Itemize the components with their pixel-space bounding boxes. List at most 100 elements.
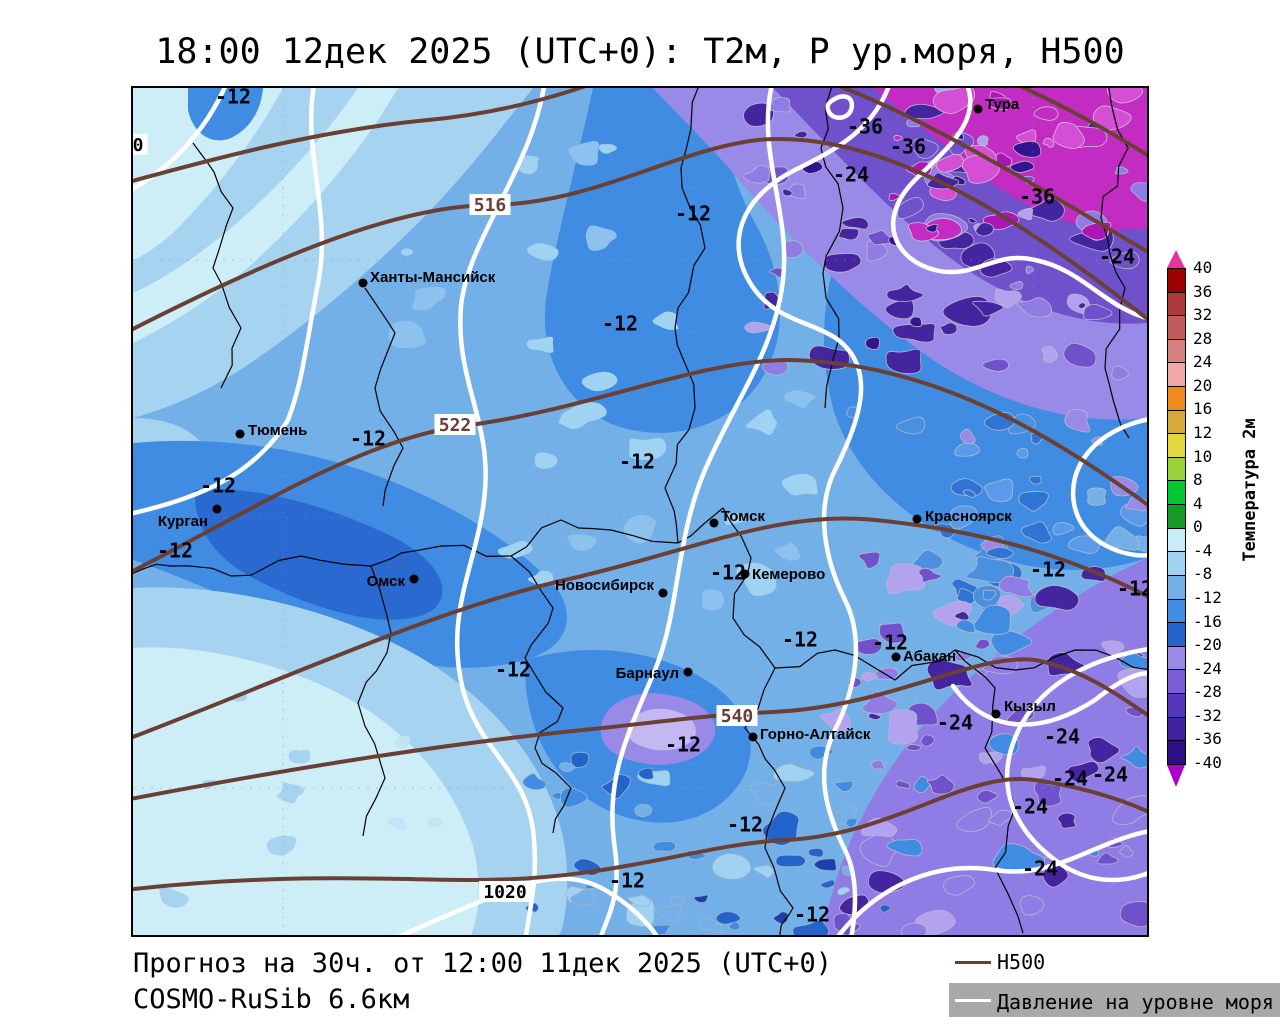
- contour-value-labels: 516 522 540 1020 0: [133, 134, 758, 903]
- city-dot: [891, 652, 901, 662]
- city-dot: [683, 667, 693, 677]
- colorbar-tick-label: 0: [1193, 517, 1203, 537]
- colorbar-tick-label: -32: [1193, 705, 1222, 725]
- colorbar-tick-label: 36: [1193, 281, 1213, 301]
- temp-contour-label: -24: [1012, 795, 1048, 819]
- city-label: Новосибирск: [555, 577, 655, 594]
- h500-legend-label: H500: [997, 950, 1046, 974]
- temp-contour-label: -12: [495, 658, 531, 682]
- colorbar-tick-label: -36: [1193, 729, 1222, 749]
- temp-contour-label: -24: [1044, 725, 1080, 749]
- city-label: Кемерово: [752, 566, 825, 583]
- pressure-contour-label: 1020: [483, 882, 526, 903]
- colorbar-tick-label: -12: [1193, 588, 1222, 607]
- city-label: Кызыл: [1004, 698, 1056, 715]
- city-dot: [912, 514, 922, 524]
- colorbar-tick-label: 32: [1193, 305, 1213, 325]
- city-dot: [212, 504, 222, 514]
- h500-contour-label: 516: [474, 195, 507, 216]
- colorbar-block: [1168, 575, 1185, 600]
- colorbar-block: [1168, 292, 1185, 317]
- colorbar-block: [1168, 528, 1185, 553]
- temp-contour-label: -12: [609, 869, 645, 893]
- colorbar-tick-label: 28: [1193, 328, 1213, 348]
- temp-contour-label: -36: [1019, 185, 1055, 209]
- temp-contour-label: -12: [1030, 558, 1066, 582]
- colorbar-block: [1168, 481, 1185, 506]
- colorbar-bottom-arrow-icon: [1167, 765, 1185, 787]
- colorbar-block: [1168, 316, 1185, 340]
- colorbar-tick-label: 40: [1193, 258, 1213, 277]
- pressure-contour-label: 0: [133, 135, 143, 156]
- colorbar-tick-label: 24: [1193, 352, 1213, 372]
- colorbar-title: Температура 2м: [1240, 418, 1260, 562]
- colorbar-tick-label: -16: [1193, 611, 1222, 631]
- temp-contour-label: -12: [675, 202, 711, 226]
- temperature-colorbar: 40 36 32 28 24 20 16 12 10 8 4 0 -4 -8 -12 -16 -20 -24 -28…: [1167, 250, 1237, 810]
- page-title: 18:00 12дек 2025 (UTC+0): Т2м, P ур.моря…: [155, 32, 1125, 72]
- pressure-legend-label: Давление на уровне моря: [997, 990, 1274, 1014]
- h500-contour-label: 522: [439, 415, 472, 436]
- colorbar-tick-label: -8: [1193, 564, 1213, 584]
- temp-contour-label: -24: [1092, 763, 1128, 787]
- colorbar-top-arrow-icon: [1167, 250, 1185, 268]
- city-label: Томск: [721, 508, 765, 525]
- temperature-labels: -12 -12 -36 -36 -24 -36 -24 -12 -12 -12 -12 -12 -12 -…: [157, 88, 1147, 927]
- colorbar-blocks: [1167, 268, 1186, 765]
- city-label: Ханты-Мансийск: [370, 269, 496, 286]
- colorbar-tick-label: -24: [1193, 658, 1222, 678]
- colorbar-tick-label: -20: [1193, 635, 1222, 655]
- city-dot: [235, 429, 245, 439]
- city-dot: [709, 518, 719, 528]
- city-dot: [409, 574, 419, 584]
- city-label: Абакан: [903, 648, 956, 665]
- pressure-isobars: [133, 88, 1147, 935]
- colorbar-block: [1168, 410, 1185, 435]
- h500-legend-line: [955, 961, 991, 964]
- colorbar-tick-label: -4: [1193, 540, 1213, 560]
- model-info: COSMO-RuSib 6.6км: [133, 984, 410, 1015]
- colorbar-tick-label: -28: [1193, 682, 1222, 702]
- city-label: Красноярск: [925, 508, 1012, 525]
- temp-contour-label: -12: [782, 628, 818, 652]
- temp-contour-label: -12: [350, 427, 386, 451]
- weather-map: 516 522 540 1020 0 -12 -12 -36 -36 -24 -36 -24 -12-…: [131, 86, 1149, 937]
- colorbar-tick-label: 8: [1193, 470, 1203, 490]
- city-markers: Тура Ханты-Мансийск Тюмень Курган Омск Новоси…: [158, 96, 1056, 743]
- colorbar-block: [1168, 457, 1185, 482]
- colorbar-tick-label: 20: [1193, 375, 1213, 395]
- city-dot: [973, 104, 983, 114]
- temp-contour-label: -12: [200, 474, 236, 498]
- temp-contour-label: -24: [1052, 767, 1088, 791]
- city-label: Курган: [158, 513, 208, 530]
- colorbar-tick-label: -40: [1193, 753, 1222, 772]
- colorbar-tick-label: 10: [1193, 446, 1213, 466]
- temp-contour-label: -12: [602, 312, 638, 336]
- pressure-legend-line: [955, 999, 991, 1002]
- temp-contour-label: -12: [1117, 577, 1147, 601]
- h500-contour-label: 540: [721, 706, 754, 727]
- temp-contour-label: -12: [710, 561, 746, 585]
- colorbar-block: [1168, 741, 1185, 764]
- colorbar-block: [1168, 623, 1185, 647]
- temp-contour-label: -36: [847, 115, 883, 139]
- city-dot: [748, 732, 758, 742]
- colorbar-block: [1168, 552, 1185, 576]
- city-dot: [740, 569, 750, 579]
- city-label: Тура: [985, 96, 1020, 113]
- colorbar-tick-label: 12: [1193, 423, 1213, 442]
- admin-borders: [133, 88, 1147, 935]
- colorbar-block: [1168, 670, 1185, 694]
- colorbar-tick-label: 16: [1193, 399, 1213, 419]
- pressure-legend-band: Давление на уровне моря: [949, 983, 1280, 1017]
- temp-contour-label: -24: [1022, 857, 1058, 881]
- colorbar-block: [1168, 646, 1185, 671]
- temp-contour-label: -36: [890, 135, 926, 159]
- temp-contour-label: -12: [872, 631, 908, 655]
- temp-contour-label: -24: [937, 711, 973, 735]
- temp-contour-label: -24: [833, 163, 869, 187]
- colorbar-block: [1168, 269, 1185, 293]
- city-dot: [658, 588, 668, 598]
- colorbar-block: [1168, 363, 1185, 388]
